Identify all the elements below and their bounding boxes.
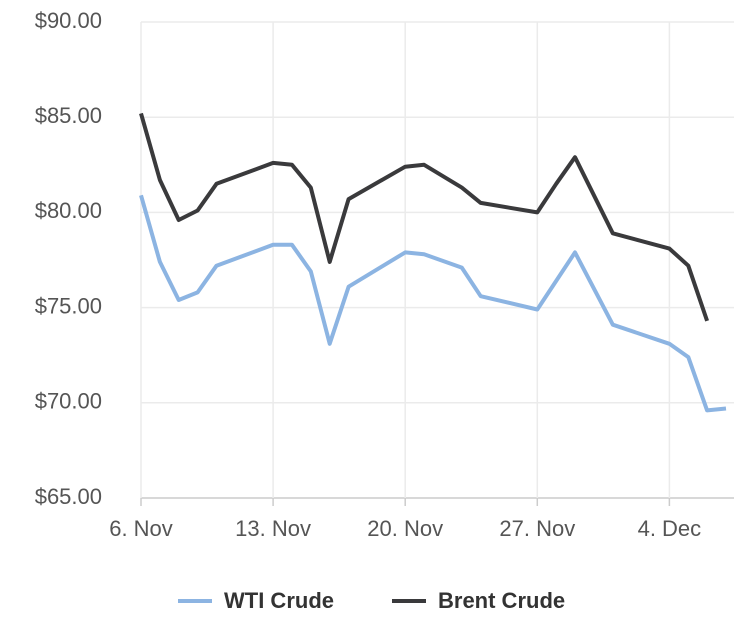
y-tick-label: $65.00: [35, 484, 102, 509]
y-tick-label: $90.00: [35, 8, 102, 33]
legend-label: WTI Crude: [224, 588, 334, 613]
x-tick-label: 20. Nov: [367, 516, 443, 541]
y-tick-label: $70.00: [35, 389, 102, 414]
line: [139, 194, 727, 413]
y-tick-label: $85.00: [35, 103, 102, 128]
y-tick-label: $80.00: [35, 198, 102, 223]
y-tick-label: $75.00: [35, 293, 102, 318]
x-tick-label: 27. Nov: [499, 516, 575, 541]
line: [139, 112, 709, 322]
x-tick-label: 13. Nov: [235, 516, 311, 541]
legend-label: Brent Crude: [438, 588, 565, 613]
x-tick-label: 6. Nov: [109, 516, 173, 541]
x-tick-label: 4. Dec: [638, 516, 702, 541]
